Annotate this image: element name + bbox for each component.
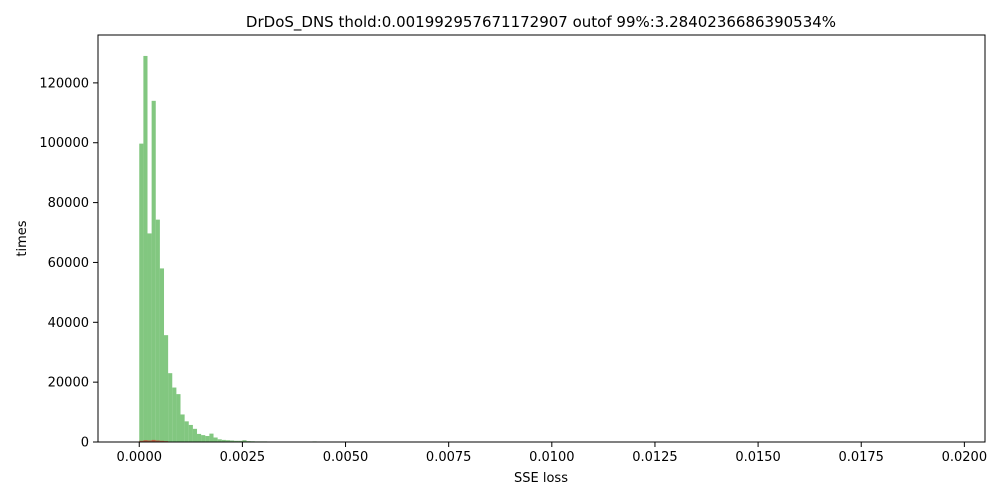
y-tick-label: 60000 (48, 256, 89, 271)
histogram-bar-s0-6 (164, 335, 169, 442)
histogram-bar-s0-19 (217, 439, 222, 442)
x-tick-label: 0.0175 (838, 450, 884, 465)
y-tick-label: 80000 (48, 196, 89, 211)
plot-frame (97, 34, 986, 443)
x-tick-label: 0.0000 (117, 450, 163, 465)
histogram-bar-s1-5 (159, 440, 165, 442)
histogram-bar-s0-20 (221, 439, 226, 442)
histogram-bar-s0-2 (147, 233, 152, 442)
histogram-bar-s0-10 (180, 414, 185, 442)
x-axis-label: SSE loss (514, 471, 568, 486)
histogram-bar-s0-25 (242, 440, 247, 442)
x-tick-label: 0.0025 (220, 450, 266, 465)
histogram-bar-s0-8 (172, 387, 177, 442)
histogram-bar-s0-14 (197, 433, 202, 442)
histogram-bar-s0-5 (159, 268, 165, 442)
y-tick-label: 20000 (48, 376, 89, 391)
histogram-bar-s0-18 (213, 437, 218, 442)
histogram-bar-s0-16 (205, 436, 210, 442)
y-axis-label: times (15, 220, 30, 256)
histogram-bar-s0-15 (201, 435, 206, 442)
histogram-bar-s0-23 (234, 440, 239, 442)
histogram-bar-s0-4 (155, 219, 160, 442)
histogram-bar-s0-7 (168, 373, 173, 442)
y-axis: 0 20000 40000 60000 80000 100000 120000 (39, 76, 98, 451)
histogram-bar-s0-0 (139, 143, 144, 442)
histogram-bar-s0-17 (209, 433, 214, 442)
y-tick-label: 0 (81, 436, 89, 451)
x-tick-label: 0.0125 (632, 450, 678, 465)
x-tick-label: 0.0150 (735, 450, 781, 465)
histogram-bar-s0-22 (230, 440, 235, 442)
y-tick-label: 120000 (39, 76, 89, 91)
y-tick-label: 100000 (39, 136, 89, 151)
histogram-bar-s1-1 (143, 440, 148, 442)
histogram-bar-s0-9 (176, 394, 181, 442)
histogram-bar-s1-3 (151, 439, 156, 442)
x-tick-label: 0.0100 (529, 450, 575, 465)
x-tick-label: 0.0200 (942, 450, 988, 465)
histogram-bar-s1-2 (147, 440, 152, 442)
histogram-bar-s0-11 (184, 421, 189, 442)
histogram-bar-s1-0 (139, 440, 144, 442)
histogram-bar-s0-3 (151, 100, 156, 443)
histogram-bar-s0-1 (143, 55, 148, 443)
bars-layer (139, 55, 317, 443)
histogram-bar-s0-13 (192, 428, 198, 442)
x-tick-label: 0.0050 (323, 450, 369, 465)
histogram-bar-s0-12 (188, 424, 193, 442)
histogram-bar-s0-21 (225, 440, 231, 442)
histogram-bar-s1-4 (155, 440, 160, 442)
histogram-bar-s0-24 (238, 440, 243, 442)
x-axis: 0.0000 0.0025 0.0050 0.0075 0.0100 0.0125 0.01… (117, 442, 988, 465)
x-tick-label: 0.0075 (426, 450, 472, 465)
y-tick-label: 40000 (48, 316, 89, 331)
chart-title: DrDoS_DNS thold:0.001992957671172907 out… (246, 13, 836, 32)
